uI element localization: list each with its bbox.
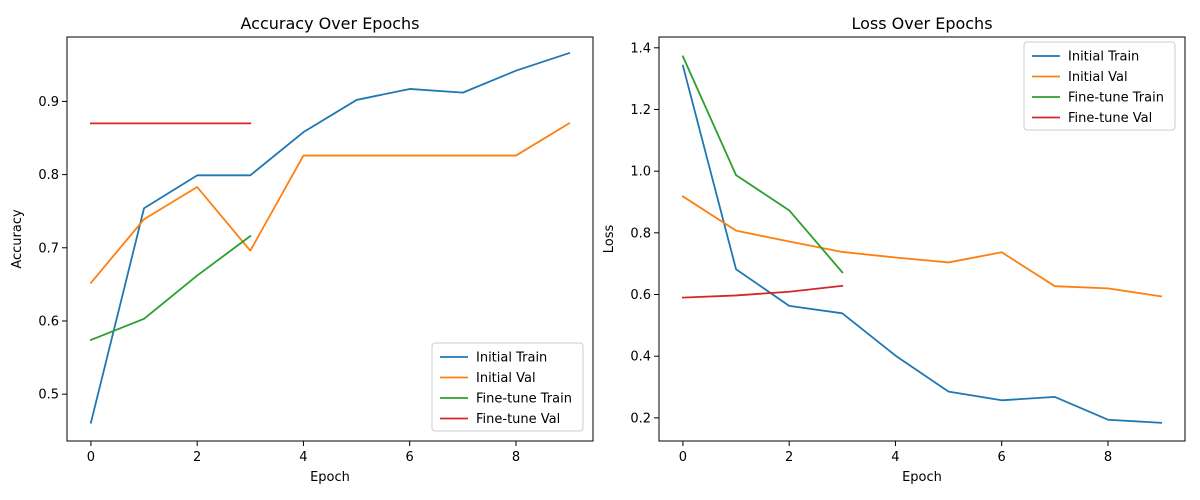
loss-chart: Loss Over Epochs 0 2 4 6 8 0.2 0.4 0.6 0.8 1.0 1.2 1… [602,14,1186,485]
accuracy-y-tick-label: 0.5 [38,388,59,403]
accuracy-x-tick-label: 8 [512,450,520,465]
accuracy-y-tick-label: 0.8 [38,168,59,183]
loss-y-tick-label: 1.0 [630,165,651,180]
accuracy-series-fine-tune-train-line [89,234,252,342]
loss-x-tick-label: 0 [679,450,687,465]
accuracy-x-tick-label: 2 [193,450,201,465]
accuracy-chart-title: Accuracy Over Epochs [240,14,419,33]
accuracy-legend-label-initial-train: Initial Train [476,351,547,366]
loss-legend-box [1023,41,1176,131]
loss-series-initial-val-line [681,195,1163,298]
accuracy-x-tick-label: 4 [299,450,307,465]
loss-y-tick-label: 0.4 [630,350,651,365]
loss-series-fine-tune-train-line [681,55,844,274]
loss-chart-title: Loss Over Epochs [851,14,992,33]
loss-y-axis-label: Loss [602,225,617,254]
accuracy-legend-label-initial-val: Initial Val [476,371,536,386]
loss-y-tick-label: 0.6 [630,288,651,303]
accuracy-legend-label-fine-tune-train: Fine-tune Train [476,392,572,407]
accuracy-legend-label-fine-tune-val: Fine-tune Val [476,412,560,427]
loss-y-tick-label: 0.8 [630,226,651,241]
accuracy-y-tick-label: 0.9 [38,95,59,110]
loss-x-tick-label: 2 [785,450,793,465]
accuracy-y-tick-label: 0.7 [38,241,59,256]
loss-plot-frame [658,36,1186,442]
loss-legend-label-fine-tune-train: Fine-tune Train [1068,91,1164,106]
loss-x-axis-label: Epoch [902,470,942,485]
loss-x-tick-label: 8 [1104,450,1112,465]
loss-series-fine-tune-val-line [681,284,844,299]
loss-series-initial-train-line [681,64,1163,424]
loss-x-tick-label: 4 [891,450,899,465]
accuracy-series-initial-train-line [89,51,571,424]
accuracy-plot-frame [66,36,594,442]
loss-series-group [681,55,1163,424]
accuracy-y-tick-label: 0.6 [38,314,59,329]
loss-y-tick-label: 0.2 [630,411,651,426]
accuracy-legend-box [431,342,584,432]
loss-legend-label-fine-tune-val: Fine-tune Val [1068,111,1152,126]
accuracy-x-axis-label: Epoch [310,470,350,485]
accuracy-series-initial-val-line [89,122,571,285]
accuracy-chart: Accuracy Over Epochs 0 2 4 6 8 0.5 0.6 0.7 0.8 0.9… [10,14,594,485]
accuracy-y-axis-label: Accuracy [10,209,25,269]
accuracy-x-tick-label: 6 [406,450,414,465]
loss-y-tick-label: 1.4 [630,41,651,56]
loss-legend-label-initial-train: Initial Train [1068,50,1139,65]
loss-legend: Initial Train Initial Val Fine-tune Train F… [1023,41,1176,131]
accuracy-x-tick-label: 0 [87,450,95,465]
loss-x-tick-label: 6 [998,450,1006,465]
accuracy-legend: Initial Train Initial Val Fine-tune Train F… [431,342,584,432]
accuracy-series-group [89,51,571,424]
loss-legend-label-initial-val: Initial Val [1068,70,1128,85]
loss-y-tick-label: 1.2 [630,103,651,118]
